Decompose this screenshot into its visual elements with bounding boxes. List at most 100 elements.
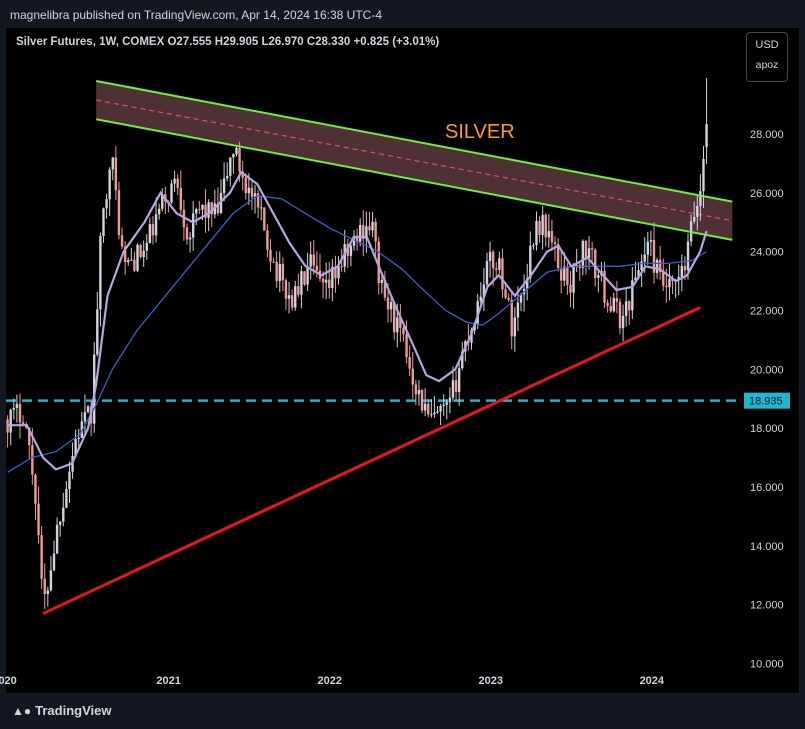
candle[interactable] <box>225 162 229 182</box>
candle[interactable] <box>111 156 114 181</box>
candle[interactable] <box>188 231 192 253</box>
candle[interactable] <box>615 280 619 314</box>
candle[interactable] <box>436 406 439 414</box>
candle[interactable] <box>77 428 80 449</box>
candle[interactable] <box>130 247 133 261</box>
candle[interactable] <box>569 270 572 308</box>
candle[interactable] <box>510 290 513 350</box>
candle[interactable] <box>603 261 606 309</box>
candle[interactable] <box>232 153 235 174</box>
candle[interactable] <box>182 199 186 241</box>
support-trendline[interactable] <box>42 306 701 615</box>
candle[interactable] <box>250 181 254 211</box>
candle[interactable] <box>68 461 71 503</box>
candle[interactable] <box>482 268 486 312</box>
candle[interactable] <box>702 145 705 209</box>
channel-upper-line[interactable] <box>96 79 733 203</box>
candle[interactable] <box>15 394 19 423</box>
candle[interactable] <box>148 217 152 244</box>
candle[interactable] <box>86 404 90 414</box>
candle[interactable] <box>646 231 650 265</box>
candle[interactable] <box>529 231 532 283</box>
candle[interactable] <box>133 251 136 273</box>
candle[interactable] <box>266 224 269 258</box>
candle[interactable] <box>553 236 557 262</box>
candle[interactable] <box>108 167 111 217</box>
candle[interactable] <box>479 282 482 306</box>
candle[interactable] <box>433 396 436 418</box>
candle[interactable] <box>123 241 127 275</box>
candle[interactable] <box>185 223 189 245</box>
candle[interactable] <box>525 263 529 301</box>
candle[interactable] <box>40 526 43 589</box>
candle[interactable] <box>55 517 59 555</box>
candle[interactable] <box>705 77 708 165</box>
candle[interactable] <box>485 252 489 290</box>
candle[interactable] <box>572 262 575 309</box>
candle[interactable] <box>318 253 322 282</box>
candle[interactable] <box>170 179 173 205</box>
candle[interactable] <box>578 261 581 281</box>
candle[interactable] <box>334 255 337 293</box>
candle[interactable] <box>263 207 266 231</box>
candle[interactable] <box>411 351 414 399</box>
candle[interactable] <box>439 403 442 426</box>
candle[interactable] <box>65 481 68 509</box>
candle[interactable] <box>399 304 402 343</box>
candle[interactable] <box>43 563 46 609</box>
candle[interactable] <box>544 212 547 247</box>
candle[interactable] <box>114 146 118 201</box>
candle[interactable] <box>219 179 223 214</box>
candle[interactable] <box>498 251 501 274</box>
candle[interactable] <box>346 238 350 268</box>
candle[interactable] <box>624 288 628 327</box>
candle[interactable] <box>612 292 615 313</box>
candle[interactable] <box>417 380 421 406</box>
candle[interactable] <box>58 520 62 537</box>
candle[interactable] <box>696 194 699 231</box>
candle[interactable] <box>28 427 31 460</box>
candle[interactable] <box>649 230 653 256</box>
candle[interactable] <box>204 188 207 233</box>
candle[interactable] <box>83 394 87 437</box>
candle[interactable] <box>173 170 176 193</box>
candle[interactable] <box>324 262 328 300</box>
candle[interactable] <box>49 556 53 592</box>
candle[interactable] <box>349 244 353 267</box>
candle[interactable] <box>62 492 65 527</box>
candle[interactable] <box>312 239 315 275</box>
candle[interactable] <box>96 291 99 357</box>
candle[interactable] <box>556 238 560 272</box>
candle[interactable] <box>402 326 405 342</box>
candle[interactable] <box>260 196 263 221</box>
candle[interactable] <box>198 201 201 214</box>
candle[interactable] <box>6 415 9 448</box>
candle[interactable] <box>306 252 309 292</box>
candle[interactable] <box>590 241 594 262</box>
candle[interactable] <box>102 207 105 243</box>
candle[interactable] <box>229 157 232 187</box>
candle[interactable] <box>213 189 217 219</box>
candle[interactable] <box>176 174 179 196</box>
candle[interactable] <box>120 227 124 250</box>
candle[interactable] <box>448 387 452 414</box>
currency-selector[interactable]: USD apoz <box>746 32 788 82</box>
candle[interactable] <box>680 254 684 292</box>
candle[interactable] <box>12 398 15 420</box>
candle[interactable] <box>454 370 458 401</box>
candle[interactable] <box>216 187 220 216</box>
candle[interactable] <box>495 262 498 277</box>
candle[interactable] <box>699 174 702 221</box>
candle[interactable] <box>362 210 365 257</box>
candle[interactable] <box>581 239 585 276</box>
candle[interactable] <box>272 257 275 263</box>
candle[interactable] <box>154 197 158 243</box>
candle[interactable] <box>269 239 272 272</box>
candle[interactable] <box>321 271 325 299</box>
candle[interactable] <box>142 240 145 267</box>
candle[interactable] <box>414 380 418 406</box>
candle[interactable] <box>538 216 541 243</box>
candle[interactable] <box>621 304 625 342</box>
candle[interactable] <box>281 257 285 292</box>
